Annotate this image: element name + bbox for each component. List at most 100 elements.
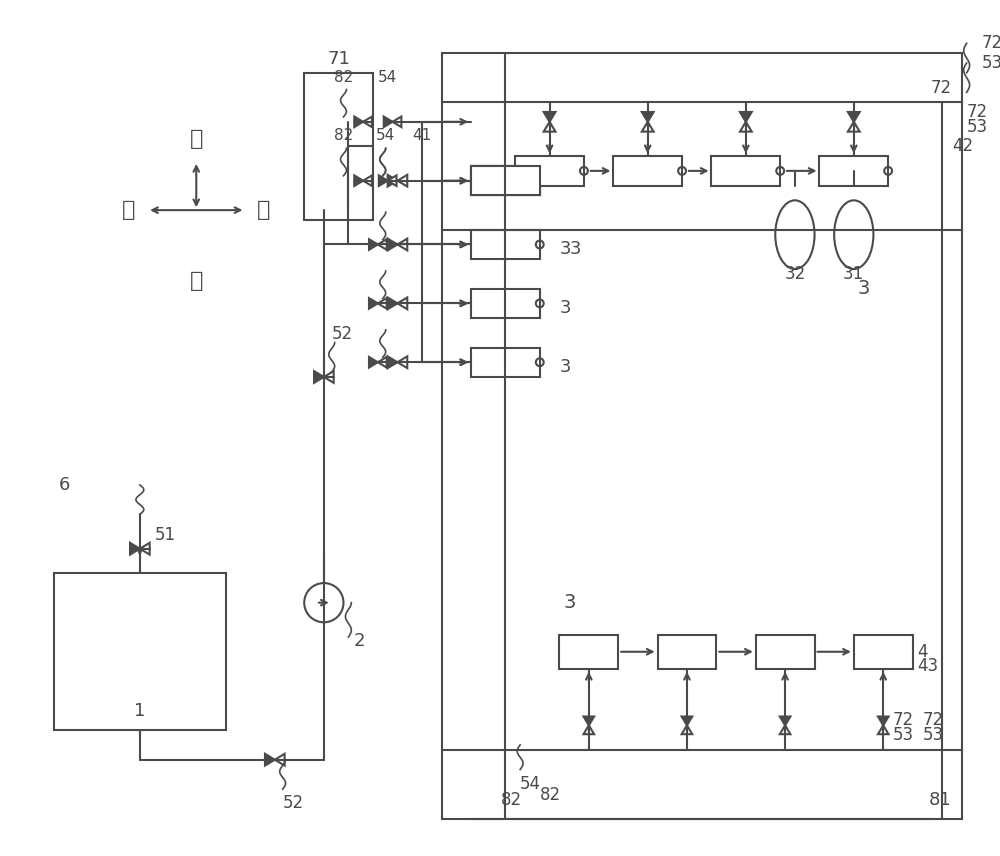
- Polygon shape: [324, 372, 334, 383]
- Text: 43: 43: [918, 657, 939, 675]
- Text: 82: 82: [334, 69, 353, 85]
- Bar: [54, 574, 226, 730]
- Text: 1: 1: [134, 703, 146, 721]
- Polygon shape: [780, 716, 790, 725]
- Text: 3: 3: [559, 300, 571, 318]
- Polygon shape: [780, 725, 790, 734]
- Text: 72: 72: [893, 711, 914, 729]
- Polygon shape: [642, 122, 654, 132]
- Text: 3: 3: [559, 241, 571, 259]
- Text: 3: 3: [559, 358, 571, 376]
- Polygon shape: [682, 716, 692, 725]
- Text: 72: 72: [931, 80, 952, 98]
- Text: 51: 51: [155, 526, 176, 544]
- Text: 71: 71: [327, 50, 350, 68]
- Polygon shape: [388, 239, 397, 250]
- Polygon shape: [682, 725, 692, 734]
- Ellipse shape: [834, 200, 873, 269]
- Polygon shape: [363, 175, 372, 186]
- Text: 后: 后: [257, 200, 270, 220]
- Bar: [711, 156, 780, 186]
- Polygon shape: [397, 298, 407, 309]
- Polygon shape: [397, 239, 407, 250]
- Text: 3: 3: [857, 279, 870, 298]
- Polygon shape: [584, 725, 594, 734]
- Text: 82: 82: [501, 791, 522, 809]
- Polygon shape: [878, 725, 889, 734]
- Text: 前: 前: [122, 200, 135, 220]
- Polygon shape: [397, 175, 407, 187]
- Text: 82: 82: [334, 128, 353, 144]
- Bar: [471, 229, 540, 259]
- Polygon shape: [848, 122, 860, 132]
- Polygon shape: [130, 543, 140, 555]
- Text: 右: 右: [190, 271, 203, 291]
- Text: 72: 72: [967, 103, 988, 121]
- Bar: [613, 156, 682, 186]
- Polygon shape: [848, 112, 860, 122]
- Text: 31: 31: [843, 265, 864, 283]
- Polygon shape: [544, 122, 555, 132]
- Polygon shape: [740, 112, 752, 122]
- Text: 3: 3: [569, 241, 581, 259]
- Text: 82: 82: [540, 786, 561, 804]
- Text: 54: 54: [378, 69, 397, 85]
- Polygon shape: [384, 116, 393, 127]
- Polygon shape: [379, 175, 388, 186]
- Bar: [819, 156, 888, 186]
- Bar: [854, 634, 913, 669]
- Text: 32: 32: [784, 265, 806, 283]
- Bar: [515, 156, 584, 186]
- Polygon shape: [740, 122, 752, 132]
- Bar: [304, 73, 373, 220]
- Polygon shape: [878, 716, 889, 725]
- Text: 72: 72: [922, 711, 944, 729]
- Polygon shape: [388, 298, 397, 309]
- Text: 52: 52: [283, 794, 304, 812]
- Polygon shape: [140, 543, 150, 555]
- Polygon shape: [642, 112, 654, 122]
- Bar: [471, 166, 540, 195]
- Bar: [658, 634, 716, 669]
- Polygon shape: [314, 372, 324, 383]
- Polygon shape: [354, 116, 363, 127]
- Text: 4: 4: [918, 643, 928, 661]
- Polygon shape: [369, 239, 378, 250]
- Bar: [559, 634, 618, 669]
- Text: 52: 52: [332, 324, 353, 342]
- Polygon shape: [378, 298, 387, 309]
- Polygon shape: [388, 175, 396, 186]
- Text: 53: 53: [967, 118, 988, 136]
- Polygon shape: [378, 239, 387, 250]
- Bar: [471, 166, 540, 195]
- Text: 54: 54: [376, 128, 395, 144]
- Text: 53: 53: [981, 54, 1000, 72]
- Polygon shape: [397, 356, 407, 368]
- Polygon shape: [378, 357, 387, 367]
- Polygon shape: [544, 112, 555, 122]
- Polygon shape: [393, 116, 401, 127]
- Polygon shape: [354, 175, 363, 186]
- Text: 53: 53: [922, 726, 944, 744]
- Polygon shape: [584, 716, 594, 725]
- Text: 53: 53: [893, 726, 914, 744]
- Text: 42: 42: [952, 137, 973, 155]
- Ellipse shape: [775, 200, 815, 269]
- Text: 72: 72: [981, 34, 1000, 52]
- Text: 81: 81: [929, 791, 952, 809]
- Polygon shape: [265, 754, 275, 765]
- Bar: [471, 288, 540, 318]
- Text: 左: 左: [190, 129, 203, 149]
- Polygon shape: [388, 356, 397, 368]
- Bar: [471, 166, 540, 195]
- Bar: [756, 634, 815, 669]
- Bar: [442, 53, 962, 818]
- Text: 3: 3: [563, 593, 575, 612]
- Polygon shape: [363, 116, 372, 127]
- Text: 54: 54: [519, 776, 540, 794]
- Text: 6: 6: [59, 476, 70, 494]
- Polygon shape: [388, 175, 397, 187]
- Text: 2: 2: [353, 632, 365, 650]
- Polygon shape: [275, 754, 285, 765]
- Polygon shape: [369, 298, 378, 309]
